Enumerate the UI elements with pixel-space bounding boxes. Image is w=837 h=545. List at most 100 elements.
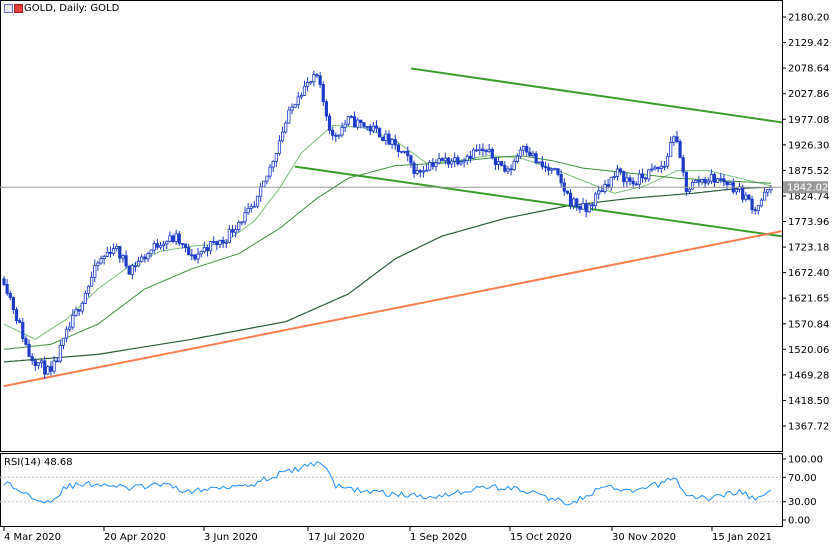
candle	[437, 152, 441, 165]
candle	[174, 229, 178, 245]
candle	[691, 179, 695, 190]
candle-body	[515, 155, 519, 162]
candle	[418, 169, 422, 178]
candle	[71, 309, 75, 330]
chart-title: GOLD, Daily: GOLD	[24, 3, 120, 14]
candle-body	[11, 297, 15, 311]
candle	[468, 151, 472, 163]
candle	[46, 364, 50, 376]
candle-body	[647, 169, 651, 180]
candle-body	[503, 165, 507, 172]
candle-body	[327, 115, 332, 131]
candle	[534, 151, 538, 165]
candle-body	[193, 254, 197, 260]
candle	[449, 158, 454, 168]
candle-body	[199, 251, 203, 255]
candle	[653, 165, 657, 171]
candle	[443, 152, 447, 165]
candle-body	[700, 179, 704, 183]
candle-body	[162, 243, 166, 246]
candle	[340, 122, 344, 138]
candle-body	[659, 166, 663, 169]
candle-body	[691, 182, 695, 190]
candle	[18, 318, 22, 323]
candle-body	[215, 241, 219, 246]
candle-body	[424, 169, 429, 172]
candle-body	[593, 193, 598, 207]
candle-body	[446, 157, 451, 165]
candle-body	[86, 285, 91, 294]
candle-body	[306, 82, 310, 87]
candle	[208, 241, 213, 255]
candle	[506, 166, 510, 174]
candle-body	[619, 168, 623, 172]
candle	[565, 190, 570, 195]
candle	[237, 220, 241, 233]
candle	[99, 255, 103, 265]
candle-body	[234, 229, 238, 233]
candle-body	[650, 168, 654, 171]
candle-body	[149, 249, 153, 255]
candle	[180, 243, 185, 249]
candle	[459, 159, 463, 166]
candle	[306, 77, 310, 92]
candle-body	[759, 199, 764, 207]
candle-body	[130, 265, 134, 275]
candle-body	[572, 198, 576, 207]
candle	[453, 152, 457, 167]
y-tick-label: 1672.40	[788, 268, 829, 279]
candle-body	[277, 140, 282, 154]
candle	[578, 204, 582, 214]
candle-body	[174, 233, 178, 242]
candle	[183, 243, 188, 253]
candle-body	[387, 133, 391, 145]
candle	[24, 335, 28, 346]
candle-body	[43, 360, 47, 375]
candle	[334, 132, 338, 142]
candle-body	[359, 119, 363, 124]
rsi-label: RSI(14) 48.68	[4, 457, 73, 468]
candle-body	[24, 338, 28, 345]
candle	[446, 157, 451, 168]
candle-body	[309, 81, 313, 84]
candle-body	[734, 188, 739, 193]
candle-body	[290, 106, 294, 111]
candle-body	[728, 182, 732, 186]
candle-body	[622, 171, 626, 183]
candle-body	[496, 161, 501, 165]
candle	[171, 234, 175, 244]
candle-body	[475, 149, 479, 152]
candle	[412, 160, 416, 178]
y-tick-label: 2180.20	[788, 13, 829, 24]
support-trendline	[3, 230, 782, 388]
candle	[168, 231, 172, 243]
candle	[346, 116, 350, 127]
candle-body	[36, 362, 41, 366]
candle	[177, 230, 181, 247]
x-tick-label: 3 Jun 2020	[204, 532, 258, 543]
candle	[249, 203, 253, 213]
candle-body	[105, 252, 109, 257]
candle-body	[462, 160, 466, 163]
chart-type-icon[interactable]	[4, 4, 13, 13]
candle	[487, 143, 491, 154]
candle	[359, 119, 363, 129]
candle	[625, 172, 629, 188]
candle-body	[518, 149, 523, 157]
candle-body	[565, 190, 570, 194]
candle-body	[684, 171, 688, 192]
candle-body	[481, 148, 485, 152]
candle	[584, 199, 588, 218]
candle	[706, 177, 710, 186]
candle-body	[183, 243, 188, 248]
candle	[396, 143, 400, 158]
candle	[309, 81, 313, 85]
symbol-flag-icon[interactable]	[14, 4, 23, 13]
candle	[365, 126, 369, 131]
candle	[665, 153, 670, 169]
y-tick-label: 2129.42	[788, 38, 829, 49]
candle-body	[403, 150, 407, 153]
candle-body	[675, 136, 679, 142]
candle	[684, 171, 688, 196]
